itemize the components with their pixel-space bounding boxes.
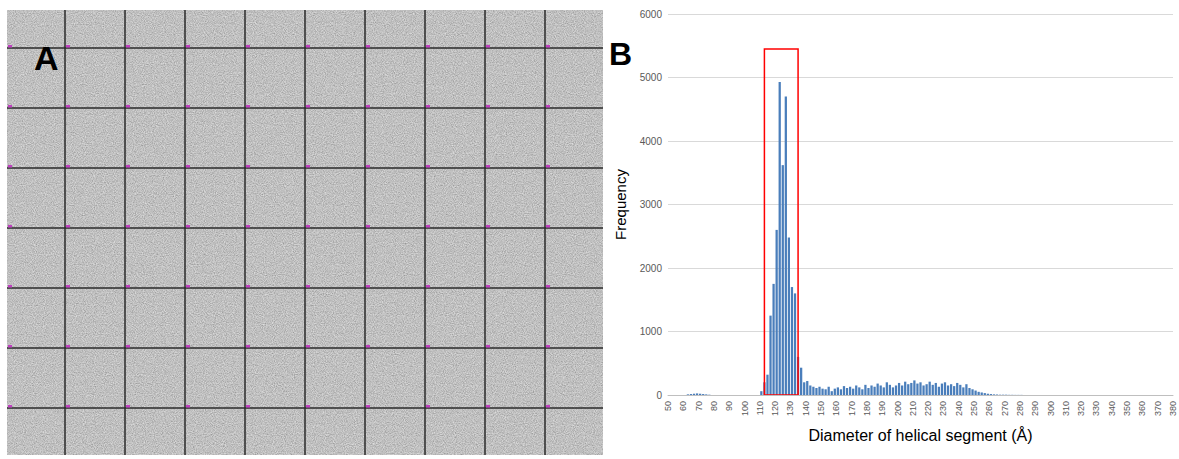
svg-text:Frequency: Frequency [612, 169, 629, 240]
svg-text:A: A [34, 39, 59, 77]
svg-text:180: 180 [862, 401, 872, 416]
svg-text:160: 160 [831, 401, 841, 416]
svg-text:80: 80 [709, 401, 719, 411]
svg-text:350: 350 [1122, 401, 1132, 416]
svg-text:250: 250 [969, 401, 979, 416]
svg-text:260: 260 [984, 401, 994, 416]
svg-text:3000: 3000 [640, 199, 663, 210]
svg-text:170: 170 [847, 401, 857, 416]
svg-text:5000: 5000 [640, 72, 663, 83]
svg-text:330: 330 [1091, 401, 1101, 416]
svg-text:50: 50 [663, 401, 673, 411]
svg-text:200: 200 [893, 401, 903, 416]
svg-text:340: 340 [1107, 401, 1117, 416]
svg-text:70: 70 [694, 401, 704, 411]
svg-text:150: 150 [816, 401, 826, 416]
svg-text:90: 90 [724, 401, 734, 411]
svg-text:360: 360 [1137, 401, 1147, 416]
svg-text:130: 130 [785, 401, 795, 416]
svg-text:270: 270 [1000, 401, 1010, 416]
svg-text:0: 0 [656, 390, 662, 401]
svg-text:190: 190 [877, 401, 887, 416]
svg-text:210: 210 [908, 401, 918, 416]
svg-text:280: 280 [1015, 401, 1025, 416]
svg-text:4000: 4000 [640, 136, 663, 147]
svg-text:240: 240 [954, 401, 964, 416]
svg-text:6000: 6000 [640, 9, 663, 20]
svg-text:140: 140 [801, 401, 811, 416]
svg-text:230: 230 [938, 401, 948, 416]
svg-text:320: 320 [1076, 401, 1086, 416]
html-text:B: B [609, 36, 633, 72]
svg-text:120: 120 [770, 401, 780, 416]
svg-text:380: 380 [1168, 401, 1178, 416]
svg-text:220: 220 [923, 401, 933, 416]
svg-text:370: 370 [1153, 401, 1163, 416]
svg-text:2000: 2000 [640, 263, 663, 274]
svg-text:60: 60 [678, 401, 688, 411]
svg-text:100: 100 [740, 401, 750, 416]
svg-text:1000: 1000 [640, 326, 663, 337]
svg-text:310: 310 [1061, 401, 1071, 416]
svg-text:110: 110 [755, 401, 765, 415]
svg-text:290: 290 [1030, 401, 1040, 416]
svg-text:Diameter of helical segment (Å: Diameter of helical segment (Å) [808, 426, 1032, 444]
svg-text:300: 300 [1046, 401, 1056, 416]
